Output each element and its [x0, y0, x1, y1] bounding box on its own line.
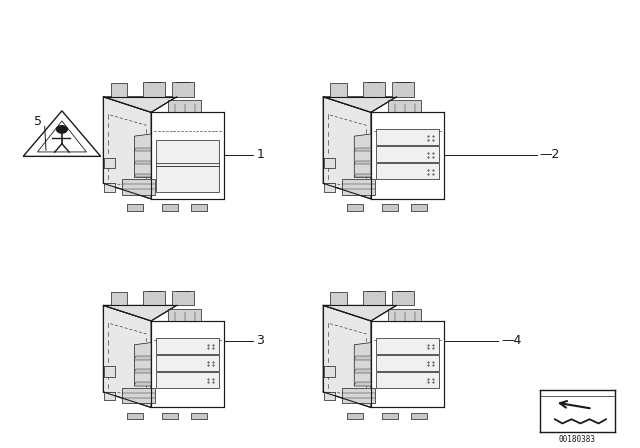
- Polygon shape: [323, 306, 396, 321]
- Polygon shape: [111, 83, 127, 97]
- Polygon shape: [323, 97, 371, 199]
- Polygon shape: [191, 204, 207, 211]
- Polygon shape: [103, 306, 151, 408]
- Text: 00180383: 00180383: [559, 435, 596, 444]
- Text: 5: 5: [33, 115, 42, 128]
- Polygon shape: [134, 174, 151, 177]
- Circle shape: [56, 126, 67, 133]
- Polygon shape: [134, 343, 151, 386]
- Polygon shape: [151, 112, 225, 199]
- Polygon shape: [143, 291, 166, 306]
- Polygon shape: [104, 366, 115, 377]
- Polygon shape: [355, 357, 371, 360]
- Polygon shape: [172, 291, 194, 306]
- Polygon shape: [134, 370, 151, 373]
- Polygon shape: [355, 174, 371, 177]
- Polygon shape: [134, 148, 151, 151]
- Polygon shape: [23, 111, 100, 156]
- Polygon shape: [111, 292, 127, 306]
- Polygon shape: [104, 392, 115, 401]
- Polygon shape: [156, 166, 220, 192]
- Polygon shape: [376, 129, 439, 145]
- Polygon shape: [103, 97, 151, 199]
- Polygon shape: [355, 370, 371, 373]
- Polygon shape: [376, 164, 439, 179]
- Polygon shape: [355, 134, 371, 177]
- Polygon shape: [104, 183, 115, 192]
- Polygon shape: [355, 148, 371, 151]
- Polygon shape: [156, 338, 220, 354]
- Text: 3: 3: [256, 334, 264, 347]
- Polygon shape: [134, 134, 151, 177]
- Polygon shape: [330, 292, 347, 306]
- Polygon shape: [382, 204, 398, 211]
- Polygon shape: [371, 321, 444, 408]
- Polygon shape: [342, 388, 375, 403]
- Polygon shape: [324, 183, 335, 192]
- Polygon shape: [355, 383, 371, 386]
- Polygon shape: [156, 355, 220, 371]
- Polygon shape: [323, 97, 396, 112]
- Polygon shape: [156, 140, 220, 166]
- Polygon shape: [323, 306, 396, 321]
- Text: —2: —2: [540, 148, 560, 161]
- Polygon shape: [363, 82, 385, 97]
- Polygon shape: [122, 179, 155, 194]
- Polygon shape: [376, 355, 439, 371]
- Text: —4: —4: [502, 334, 522, 347]
- Polygon shape: [162, 204, 178, 211]
- Polygon shape: [376, 338, 439, 354]
- Polygon shape: [143, 82, 166, 97]
- Polygon shape: [347, 413, 363, 419]
- Polygon shape: [388, 100, 421, 112]
- Polygon shape: [191, 413, 207, 419]
- Polygon shape: [342, 179, 375, 194]
- Polygon shape: [37, 121, 86, 152]
- Polygon shape: [355, 343, 371, 386]
- Polygon shape: [103, 97, 177, 112]
- Polygon shape: [382, 413, 398, 419]
- Polygon shape: [363, 291, 385, 306]
- Polygon shape: [388, 309, 421, 321]
- Polygon shape: [330, 83, 347, 97]
- Polygon shape: [127, 204, 143, 211]
- Polygon shape: [156, 372, 220, 388]
- Polygon shape: [134, 383, 151, 386]
- Polygon shape: [127, 413, 143, 419]
- Text: 1: 1: [256, 148, 264, 161]
- Polygon shape: [371, 112, 444, 199]
- Polygon shape: [324, 392, 335, 401]
- Polygon shape: [103, 97, 177, 112]
- Polygon shape: [103, 306, 177, 321]
- Polygon shape: [324, 366, 335, 377]
- Polygon shape: [168, 309, 202, 321]
- Polygon shape: [134, 357, 151, 360]
- Polygon shape: [103, 306, 177, 321]
- Polygon shape: [392, 291, 414, 306]
- Polygon shape: [168, 100, 202, 112]
- Polygon shape: [172, 82, 194, 97]
- Polygon shape: [122, 388, 155, 403]
- Polygon shape: [412, 204, 428, 211]
- Polygon shape: [355, 161, 371, 164]
- Polygon shape: [323, 97, 396, 112]
- Polygon shape: [376, 372, 439, 388]
- Polygon shape: [104, 158, 115, 168]
- Polygon shape: [151, 321, 225, 408]
- Polygon shape: [347, 204, 363, 211]
- Polygon shape: [392, 82, 414, 97]
- Polygon shape: [376, 146, 439, 162]
- Polygon shape: [324, 158, 335, 168]
- Polygon shape: [323, 306, 371, 408]
- Polygon shape: [134, 161, 151, 164]
- Polygon shape: [412, 413, 428, 419]
- Polygon shape: [162, 413, 178, 419]
